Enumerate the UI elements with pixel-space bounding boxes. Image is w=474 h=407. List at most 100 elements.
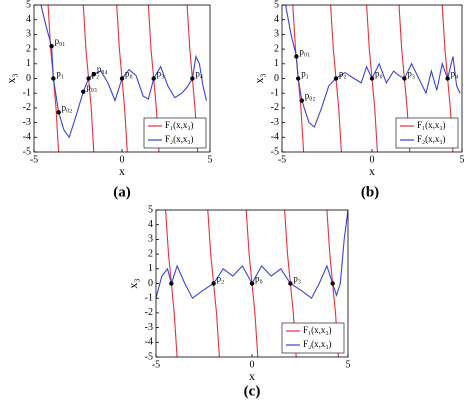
legend-box bbox=[281, 322, 345, 354]
point bbox=[151, 76, 156, 81]
y-tick-label: 0 bbox=[26, 73, 31, 84]
legend-label: F₁(x,x₃) bbox=[303, 325, 332, 335]
point-label: p₂ bbox=[217, 274, 225, 284]
y-tick-label: 2 bbox=[148, 248, 153, 259]
point bbox=[119, 76, 125, 81]
point-label: p₂ bbox=[339, 69, 347, 79]
point bbox=[91, 71, 97, 77]
y-tick-label: -3 bbox=[271, 117, 279, 128]
y-tick-label: 2 bbox=[274, 43, 279, 54]
point-label: p₃ bbox=[157, 69, 165, 79]
y-tick-label: -5 bbox=[145, 351, 153, 362]
point bbox=[333, 76, 339, 81]
y-tick-label: -3 bbox=[145, 322, 153, 333]
point-label: p₃ bbox=[293, 274, 301, 284]
x-tick-label: 5 bbox=[460, 154, 465, 165]
legend-label: F₁(x,x₃) bbox=[165, 120, 194, 130]
legend-label: F₁(x,x₃) bbox=[417, 120, 446, 130]
y-tick-label: 3 bbox=[148, 234, 153, 245]
y-tick-label: 4 bbox=[274, 14, 279, 25]
y-tick-label: 4 bbox=[26, 14, 31, 25]
y-tick-label: 5 bbox=[26, 0, 31, 10]
point bbox=[56, 110, 61, 115]
y-tick-label: -2 bbox=[145, 307, 153, 318]
y-tick-label: -4 bbox=[271, 132, 279, 143]
point bbox=[296, 76, 301, 81]
x-tick-label: -5 bbox=[152, 359, 160, 370]
curve bbox=[156, 210, 348, 300]
point bbox=[49, 43, 54, 49]
point-label: p₃ bbox=[407, 69, 415, 79]
legend-label: F₂(x,x₃) bbox=[303, 339, 332, 349]
point-label: p₀₁ bbox=[55, 36, 66, 46]
y-axis-label: x₃ bbox=[252, 73, 266, 83]
point-label: p₁ bbox=[301, 69, 309, 79]
y-tick-label: -4 bbox=[145, 337, 153, 348]
x-tick-label: -5 bbox=[278, 154, 286, 165]
y-tick-label: 2 bbox=[26, 43, 31, 54]
point-label: p₀₂ bbox=[305, 91, 316, 101]
y-tick-label: 1 bbox=[148, 263, 153, 274]
y-tick-label: 3 bbox=[274, 29, 279, 40]
point bbox=[169, 281, 174, 286]
curve bbox=[40, 5, 208, 139]
y-tick-label: -3 bbox=[23, 117, 31, 128]
y-tick-label: -4 bbox=[23, 132, 31, 143]
point bbox=[249, 281, 255, 286]
x-axis-label: x bbox=[119, 164, 125, 178]
x-axis-label: x bbox=[369, 164, 375, 178]
legend-label: F₂(x,x₃) bbox=[165, 134, 194, 144]
legend-box bbox=[143, 117, 207, 149]
y-tick-label: -1 bbox=[23, 87, 31, 98]
y-tick-label: 1 bbox=[274, 58, 279, 69]
point bbox=[445, 76, 450, 81]
caption: (c) bbox=[244, 383, 261, 399]
point-label: p₀₄ bbox=[97, 64, 108, 74]
y-tick-label: 1 bbox=[26, 58, 31, 69]
y-tick-label: -1 bbox=[271, 87, 279, 98]
point bbox=[86, 76, 91, 81]
point-label: p₁ bbox=[56, 69, 64, 79]
point-label: p₀ bbox=[375, 69, 383, 79]
y-tick-label: 5 bbox=[274, 0, 279, 10]
point-label: p₀ bbox=[125, 69, 133, 79]
x-axis-label: x bbox=[249, 369, 255, 383]
point bbox=[81, 89, 86, 94]
legend-box bbox=[395, 117, 459, 149]
point bbox=[330, 281, 335, 286]
caption: (a) bbox=[113, 184, 131, 200]
curve bbox=[285, 5, 461, 128]
y-tick-label: -2 bbox=[23, 102, 31, 113]
y-tick-label: -2 bbox=[271, 102, 279, 113]
point bbox=[402, 76, 407, 81]
point bbox=[211, 281, 216, 286]
x-tick-label: -5 bbox=[30, 154, 38, 165]
y-tick-label: -1 bbox=[145, 292, 153, 303]
legend-label: F₂(x,x₃) bbox=[417, 134, 446, 144]
x-tick-label: 0 bbox=[250, 359, 255, 370]
point bbox=[294, 54, 299, 59]
x-tick-label: 0 bbox=[120, 154, 125, 165]
point-label: p₀₁ bbox=[299, 47, 310, 57]
y-tick-label: 0 bbox=[148, 278, 153, 289]
y-tick-label: 4 bbox=[148, 219, 153, 230]
point bbox=[190, 76, 195, 81]
y-tick-label: -5 bbox=[271, 146, 279, 157]
caption: (b) bbox=[361, 184, 379, 200]
point-label: p₀₂ bbox=[62, 102, 73, 112]
x-tick-label: 0 bbox=[370, 154, 375, 165]
y-tick-label: 0 bbox=[274, 73, 279, 84]
y-axis-label: x₃ bbox=[4, 73, 18, 83]
point bbox=[369, 76, 375, 81]
y-tick-label: 5 bbox=[148, 204, 153, 215]
y-tick-label: -5 bbox=[23, 146, 31, 157]
x-tick-label: 5 bbox=[208, 154, 213, 165]
point-label: p₀ bbox=[255, 274, 263, 284]
point-label: p₄ bbox=[195, 69, 203, 79]
point bbox=[51, 76, 56, 81]
y-axis-label: x₃ bbox=[126, 278, 140, 288]
point bbox=[288, 281, 293, 286]
point bbox=[299, 98, 304, 103]
